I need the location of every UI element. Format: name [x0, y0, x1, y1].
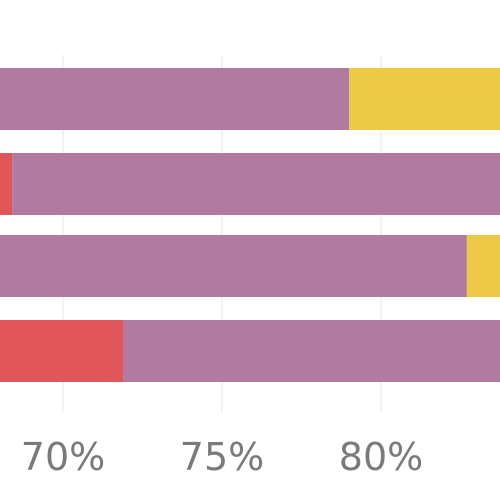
bar-segment-yellow	[466, 235, 500, 297]
x-tick-label: 80%	[339, 435, 423, 479]
bar-segment-purple	[0, 235, 467, 297]
x-tick-label: 70%	[21, 435, 105, 479]
bars	[0, 68, 500, 382]
x-tick-label: 75%	[180, 435, 264, 479]
bar-row-1	[0, 68, 500, 130]
x-tick-label: 85%	[498, 435, 500, 479]
bar-segment-purple	[0, 68, 350, 130]
bar-row-3	[0, 235, 500, 297]
x-axis-tick-labels: 70% 75% 80% 85%	[21, 435, 500, 479]
bar-segment-yellow	[349, 68, 500, 130]
bar-segment-purple	[12, 153, 500, 215]
bar-segment-red	[0, 320, 124, 382]
bar-row-4	[0, 320, 500, 382]
bar-row-2	[0, 153, 500, 215]
bar-segment-purple	[123, 320, 500, 382]
bar-segment-red	[0, 153, 13, 215]
